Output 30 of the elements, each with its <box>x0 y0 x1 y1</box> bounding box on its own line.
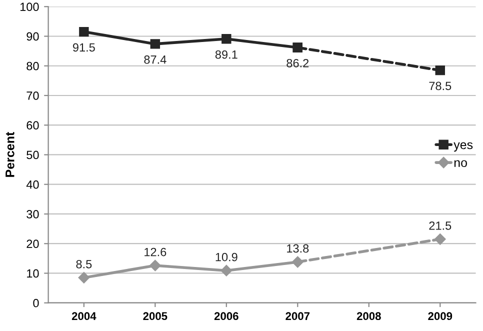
x-tick-label: 2008 <box>356 312 381 320</box>
legend-label: no <box>454 160 467 168</box>
y-axis-title: Percent <box>6 132 14 177</box>
y-tick-label: 20 <box>26 240 39 248</box>
y-tick-label: 60 <box>26 121 39 130</box>
data-label: 12.6 <box>144 248 166 256</box>
x-tick-label: 2004 <box>72 312 96 320</box>
data-label: 89.1 <box>215 50 238 59</box>
y-tick-label: 100 <box>20 2 39 12</box>
data-label: 78.5 <box>429 82 452 90</box>
data-label: 8.5 <box>76 260 92 268</box>
x-tick-label: 2009 <box>428 312 452 320</box>
y-tick-label: 30 <box>26 210 39 218</box>
x-tick-label: 2006 <box>214 312 238 320</box>
y-tick-label: 10 <box>27 269 39 278</box>
data-label: 87.4 <box>144 55 166 64</box>
data-label: 91.5 <box>72 43 95 52</box>
x-tick-label: 2007 <box>286 312 310 320</box>
data-label: 10.9 <box>216 252 238 262</box>
y-tick-label: 0 <box>33 298 39 308</box>
data-label: 13.8 <box>287 244 309 253</box>
data-label: 21.5 <box>429 221 452 230</box>
data-label: 86.2 <box>286 58 309 68</box>
y-tick-label: 70 <box>26 92 39 100</box>
y-tick-label: 80 <box>26 62 39 70</box>
legend-label: yes <box>454 142 473 152</box>
x-tick-label: 2005 <box>143 312 168 320</box>
y-tick-label: 90 <box>26 32 39 41</box>
y-tick-label: 50 <box>26 150 39 160</box>
y-tick-label: 40 <box>26 180 39 189</box>
